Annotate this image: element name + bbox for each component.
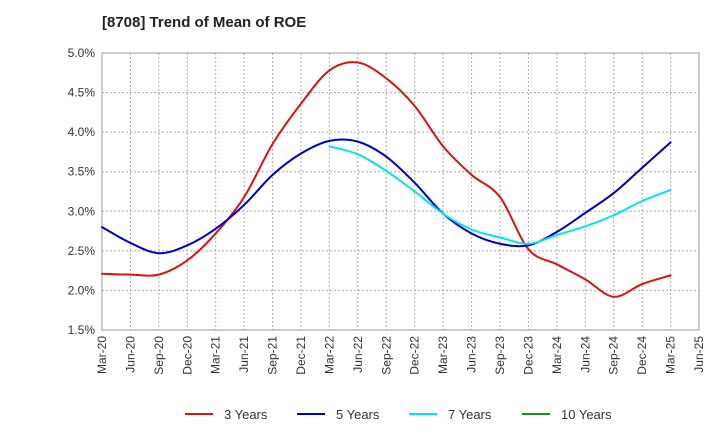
- y-tick-label: 4.5%: [68, 86, 96, 100]
- x-tick-label: Dec-23: [521, 336, 535, 375]
- x-tick-label: Mar-21: [209, 336, 223, 374]
- plot-frame: [101, 52, 700, 331]
- x-tick-label: Mar-24: [550, 336, 564, 374]
- x-tick-label: Mar-25: [664, 336, 678, 374]
- y-tick-label: 3.5%: [68, 165, 96, 179]
- x-tick-label: Mar-23: [436, 336, 450, 374]
- x-tick-label: Dec-20: [180, 336, 194, 375]
- y-tick-label: 1.5%: [68, 323, 96, 337]
- legend-label-10-years: 10 Years: [561, 407, 612, 422]
- x-tick-label: Jun-22: [351, 336, 365, 373]
- y-tick-label: 2.5%: [68, 244, 96, 258]
- legend-label-5-years: 5 Years: [336, 407, 380, 422]
- legend-label-7-years: 7 Years: [448, 407, 492, 422]
- chart-title: [8708] Trend of Mean of ROE: [102, 14, 307, 31]
- legend: 3 Years 5 Years 7 Years 10 Years: [185, 407, 612, 422]
- x-tick-label: Jun-23: [465, 336, 479, 373]
- y-tick-label: 4.0%: [68, 125, 96, 139]
- y-tick-label: 3.0%: [68, 204, 96, 218]
- x-tick-label: Jun-20: [123, 336, 137, 373]
- legend-label-3-years: 3 Years: [224, 407, 268, 422]
- x-tick-label: Sep-23: [493, 336, 507, 375]
- x-tick-label: Sep-22: [379, 336, 393, 375]
- y-tick-label: 2.0%: [68, 283, 96, 297]
- series-line-3-years: [101, 61, 672, 298]
- x-tick-label: Jun-25: [692, 336, 706, 373]
- series-line-7-years: [328, 145, 672, 245]
- grid: [101, 52, 700, 331]
- x-tick-label: Jun-21: [237, 336, 251, 373]
- x-tick-label: Dec-24: [635, 336, 649, 375]
- series-line-5-years: [101, 138, 672, 255]
- x-tick-label: Sep-20: [152, 336, 166, 375]
- x-tick-label: Dec-22: [408, 336, 422, 375]
- x-tick-label: Sep-21: [266, 336, 280, 375]
- series-layer: [101, 61, 672, 298]
- y-tick-label: 5.0%: [68, 46, 96, 60]
- x-tick-label: Mar-20: [95, 336, 109, 374]
- x-tick-label: Mar-22: [322, 336, 336, 374]
- x-tick-label: Sep-24: [607, 336, 621, 375]
- x-tick-label: Dec-21: [294, 336, 308, 375]
- x-tick-label: Jun-24: [578, 336, 592, 373]
- y-axis-ticks: 1.5% 2.0% 2.5% 3.0% 3.5% 4.0% 4.5% 5.0%: [68, 46, 96, 337]
- x-axis-ticks: Mar-20 Jun-20 Sep-20 Dec-20 Mar-21 Jun-21 Sep-…: [95, 336, 706, 375]
